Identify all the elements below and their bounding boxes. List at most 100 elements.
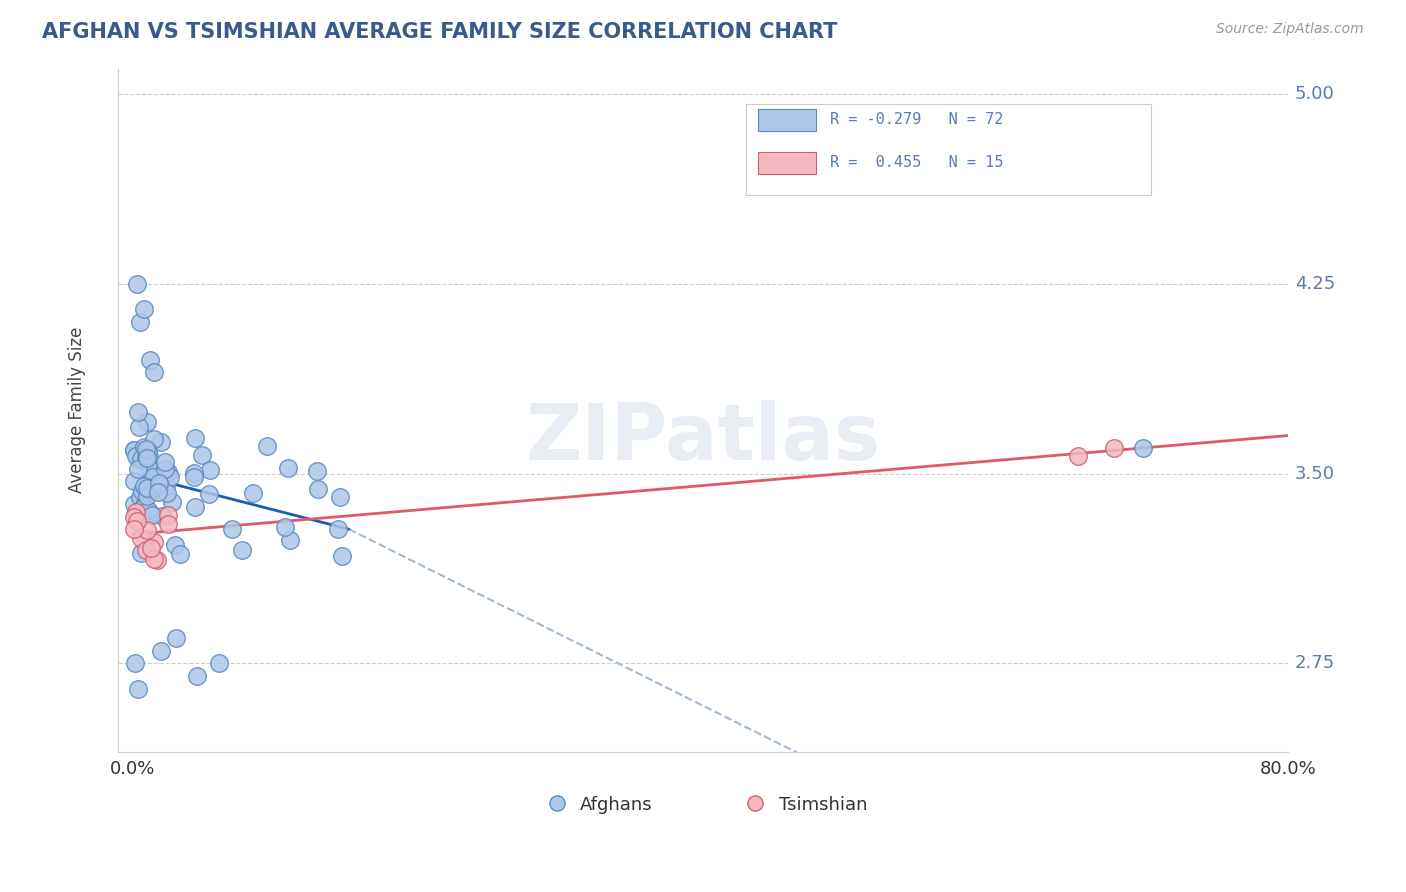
Point	[146, 553, 169, 567]
Point	[129, 452, 152, 467]
Point	[127, 405, 149, 419]
Point	[139, 506, 162, 520]
Point	[184, 431, 207, 445]
Point	[128, 419, 150, 434]
Point	[183, 470, 205, 484]
Text: Tsimshian: Tsimshian	[779, 797, 868, 814]
Point	[330, 549, 353, 563]
Text: 3.50: 3.50	[1295, 465, 1336, 483]
Point	[139, 508, 162, 523]
Point	[134, 498, 156, 512]
Point	[138, 449, 160, 463]
Point	[1104, 441, 1126, 455]
Point	[135, 450, 157, 465]
Point	[145, 479, 167, 493]
Point	[1067, 449, 1090, 463]
Point	[157, 465, 180, 479]
Point	[326, 522, 349, 536]
Point	[329, 490, 352, 504]
Text: AFGHAN VS TSIMSHIAN AVERAGE FAMILY SIZE CORRELATION CHART: AFGHAN VS TSIMSHIAN AVERAGE FAMILY SIZE …	[42, 22, 838, 42]
Point	[122, 442, 145, 457]
Point	[136, 450, 159, 465]
Point	[221, 522, 243, 536]
Point	[183, 466, 205, 480]
Point	[278, 533, 301, 547]
Point	[1132, 441, 1154, 455]
Point	[122, 443, 145, 458]
Point	[305, 463, 328, 477]
Point	[191, 448, 214, 462]
Point	[128, 452, 150, 467]
Point	[256, 439, 278, 453]
Point	[150, 435, 173, 450]
Point	[135, 489, 157, 503]
FancyBboxPatch shape	[747, 104, 1150, 195]
Point	[136, 523, 159, 537]
Point	[277, 461, 299, 475]
Point	[142, 551, 165, 566]
Point	[307, 482, 329, 496]
Point	[150, 509, 173, 524]
Point	[125, 505, 148, 519]
Point	[125, 277, 148, 291]
Point	[135, 442, 157, 457]
Point	[129, 531, 152, 545]
Point	[122, 510, 145, 524]
Point	[132, 500, 155, 515]
Point	[136, 458, 159, 472]
Point	[155, 455, 177, 469]
Point	[135, 542, 157, 557]
Point	[134, 444, 156, 458]
Point	[157, 508, 180, 523]
Text: Source: ZipAtlas.com: Source: ZipAtlas.com	[1216, 22, 1364, 37]
Point	[129, 546, 152, 560]
Point	[129, 490, 152, 504]
Point	[138, 352, 160, 367]
Point	[143, 432, 166, 446]
Point	[141, 508, 163, 522]
Point	[141, 483, 163, 498]
Point	[142, 470, 165, 484]
Point	[136, 444, 159, 458]
Point	[139, 541, 162, 555]
Bar	[758, 152, 815, 174]
Text: 5.00: 5.00	[1295, 85, 1334, 103]
Point	[127, 514, 149, 528]
Point	[127, 681, 149, 696]
Point	[149, 479, 172, 493]
Text: 2.75: 2.75	[1295, 655, 1336, 673]
Point	[139, 482, 162, 496]
Point	[163, 539, 186, 553]
Point	[125, 449, 148, 463]
Point	[124, 657, 146, 671]
Point	[242, 486, 264, 500]
Point	[141, 468, 163, 483]
Text: 4.25: 4.25	[1295, 275, 1336, 293]
Point	[138, 481, 160, 495]
Point	[274, 520, 297, 534]
Text: R =  0.455   N = 15: R = 0.455 N = 15	[830, 154, 1004, 169]
Point	[132, 301, 155, 316]
Point	[156, 486, 179, 500]
Text: Afghans: Afghans	[581, 797, 652, 814]
Point	[208, 657, 231, 671]
Point	[198, 487, 221, 501]
Point	[124, 474, 146, 488]
Point	[183, 500, 205, 515]
Point	[155, 478, 177, 492]
Point	[134, 441, 156, 455]
Point	[127, 461, 149, 475]
Point	[160, 495, 183, 509]
Point	[150, 644, 173, 658]
Point	[136, 502, 159, 516]
Point	[157, 516, 180, 531]
Point	[146, 485, 169, 500]
Point	[124, 497, 146, 511]
Point	[231, 542, 253, 557]
Point	[186, 669, 208, 683]
Point	[155, 462, 177, 476]
Point	[159, 469, 181, 483]
Point	[143, 365, 166, 379]
Bar	[758, 109, 815, 130]
Point	[136, 415, 159, 429]
